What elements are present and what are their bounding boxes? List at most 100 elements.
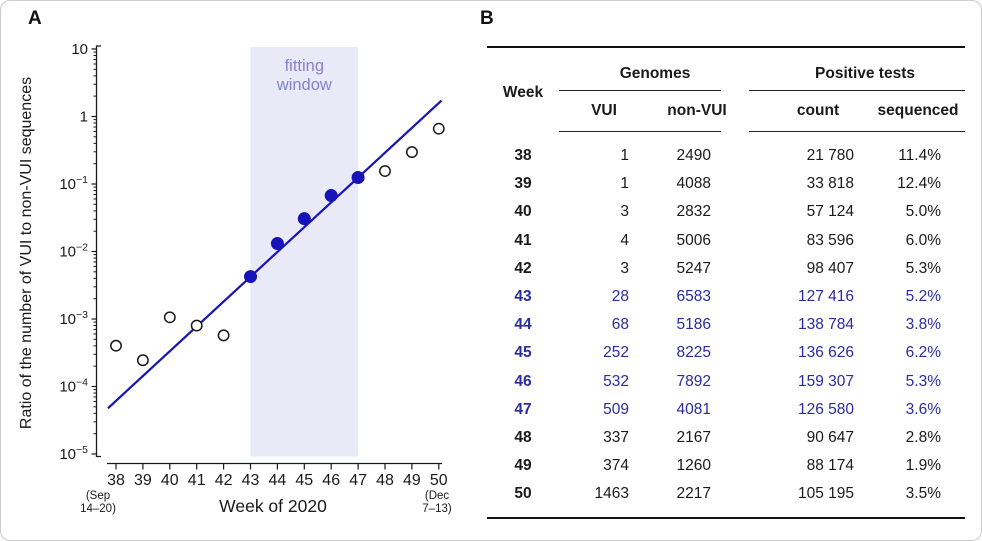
cell-percent-sequenced: 3.5% [905, 485, 942, 503]
cell-vui-genomes: 1 [620, 147, 629, 165]
cell-percent-sequenced: 5.2% [905, 288, 942, 306]
cell-spacer [721, 368, 749, 396]
x-tick-label: 45 [295, 472, 313, 489]
cell-positive-count: 57 124 [806, 203, 855, 221]
cell-positive-count: 88 174 [806, 457, 855, 475]
cell-vui-genomes: 1463 [594, 485, 629, 503]
cell-positive-count: 21 780 [806, 147, 855, 165]
positive-tests-group-label: Positive tests [815, 65, 915, 82]
cell-positive-count: 136 626 [797, 344, 855, 362]
x-tick-label: 43 [242, 472, 260, 489]
data-point-week-42 [217, 329, 230, 342]
cell-vui-genomes: 337 [603, 428, 629, 446]
cell-spacer [721, 170, 749, 198]
cell-spacer [721, 480, 749, 518]
cell-spacer [721, 311, 749, 339]
x-tick-label: 42 [215, 472, 233, 489]
fitting-window-band [250, 47, 359, 457]
cell-nonvui-genomes: 4088 [676, 175, 712, 193]
table-row-week-45: 45 252 8225 136 626 6.2% [487, 339, 965, 367]
cell-vui-genomes: 374 [603, 457, 629, 475]
cell-percent-sequenced: 2.8% [905, 428, 942, 446]
cell-positive-count: 90 647 [806, 428, 855, 446]
cell-nonvui-genomes: 2490 [676, 147, 712, 165]
column-header-non-vui: non-VUI [629, 91, 727, 132]
y-axis-spine [95, 45, 101, 458]
data-point-week-50 [432, 122, 445, 135]
x-end-sublabel-line2: 7–13) [422, 503, 452, 515]
cell-vui-genomes: 532 [603, 372, 629, 390]
cell-nonvui-genomes: 8225 [676, 344, 712, 362]
cell-spacer [721, 283, 749, 311]
column-group-genomes: Genomes [559, 47, 722, 91]
table-row-week-48: 48 337 2167 90 647 2.8% [487, 424, 965, 452]
panel-b-label: B [480, 8, 494, 29]
table-row-week-44: 44 68 5186 138 784 3.8% [487, 311, 965, 339]
cell-positive-count: 83 596 [806, 231, 855, 249]
cell-percent-sequenced: 5.3% [905, 259, 942, 277]
cell-spacer [721, 227, 749, 255]
table-row-week-39: 39 1 4088 33 818 12.4% [487, 170, 965, 198]
y-tick-label: 1 [80, 109, 88, 126]
data-point-week-43 [244, 270, 257, 284]
fitting-window-label-line1: fitting [285, 57, 324, 75]
table-row-week-47: 47 509 4081 126 580 3.6% [487, 396, 965, 424]
cell-week: 39 [514, 175, 532, 193]
column-header-sequenced: sequenced [871, 91, 966, 132]
cell-nonvui-genomes: 5006 [676, 231, 712, 249]
cell-percent-sequenced: 5.3% [905, 372, 942, 390]
genomes-group-label: Genomes [619, 65, 691, 82]
panel-a-label: A [28, 8, 42, 29]
cell-spacer [721, 132, 749, 171]
x-start-sublabel-line1: (Sep [86, 490, 110, 502]
cell-week: 45 [514, 344, 532, 362]
cell-week: 44 [514, 316, 532, 334]
cell-week: 47 [514, 400, 532, 418]
cell-percent-sequenced: 1.9% [905, 457, 942, 475]
cell-vui-genomes: 1 [620, 175, 629, 193]
table-row-week-41: 41 4 5006 83 596 6.0% [487, 227, 965, 255]
data-point-week-39 [136, 354, 149, 367]
cell-positive-count: 98 407 [806, 259, 855, 277]
cell-week: 43 [514, 288, 532, 306]
cell-percent-sequenced: 6.2% [905, 344, 942, 362]
x-tick-label: 40 [161, 472, 179, 489]
table-row-week-46: 46 532 7892 159 307 5.3% [487, 368, 965, 396]
table-row-week-42: 42 3 5247 98 407 5.3% [487, 255, 965, 283]
data-point-week-38 [110, 339, 122, 352]
fitting-window-label-line2: window [276, 76, 332, 94]
cell-week: 38 [514, 146, 532, 164]
cell-positive-count: 105 195 [797, 485, 855, 503]
table-row-week-40: 40 3 2832 57 124 5.0% [487, 198, 965, 226]
y-tick-label: 10−5 [59, 444, 88, 463]
cell-spacer [721, 255, 749, 283]
cell-vui-genomes: 252 [603, 344, 629, 362]
cell-nonvui-genomes: 6583 [676, 288, 712, 306]
data-point-week-48 [379, 165, 391, 178]
table-row-week-49: 49 374 1260 88 174 1.9% [487, 452, 965, 480]
cell-positive-count: 126 580 [797, 400, 855, 418]
x-tick-label: 41 [188, 472, 206, 489]
exponential-fit-line [107, 99, 443, 410]
cell-week: 48 [514, 428, 532, 446]
cell-week: 42 [514, 259, 532, 277]
cell-spacer [721, 396, 749, 424]
cell-nonvui-genomes: 2832 [676, 203, 712, 221]
cell-vui-genomes: 3 [620, 259, 629, 277]
cell-spacer [721, 452, 749, 480]
cell-positive-count: 127 416 [797, 288, 855, 306]
x-tick-label: 46 [322, 472, 340, 489]
cell-week: 40 [514, 203, 532, 221]
cell-percent-sequenced: 5.0% [905, 203, 942, 221]
header-spacer [721, 47, 749, 91]
x-end-sublabel-line1: (Dec [425, 490, 450, 502]
y-tick-label: 10−3 [59, 309, 88, 328]
cell-percent-sequenced: 3.8% [905, 316, 942, 334]
table-row-week-38: 38 1 2490 21 780 11.4% [487, 132, 965, 171]
cell-vui-genomes: 4 [620, 231, 629, 249]
table-row-week-50: 50 1463 2217 105 195 3.5% [487, 480, 965, 518]
y-axis-title: Ratio of the number of VUI to non-VUI se… [18, 77, 35, 429]
x-start-sublabel-line2: 14–20) [80, 503, 116, 515]
